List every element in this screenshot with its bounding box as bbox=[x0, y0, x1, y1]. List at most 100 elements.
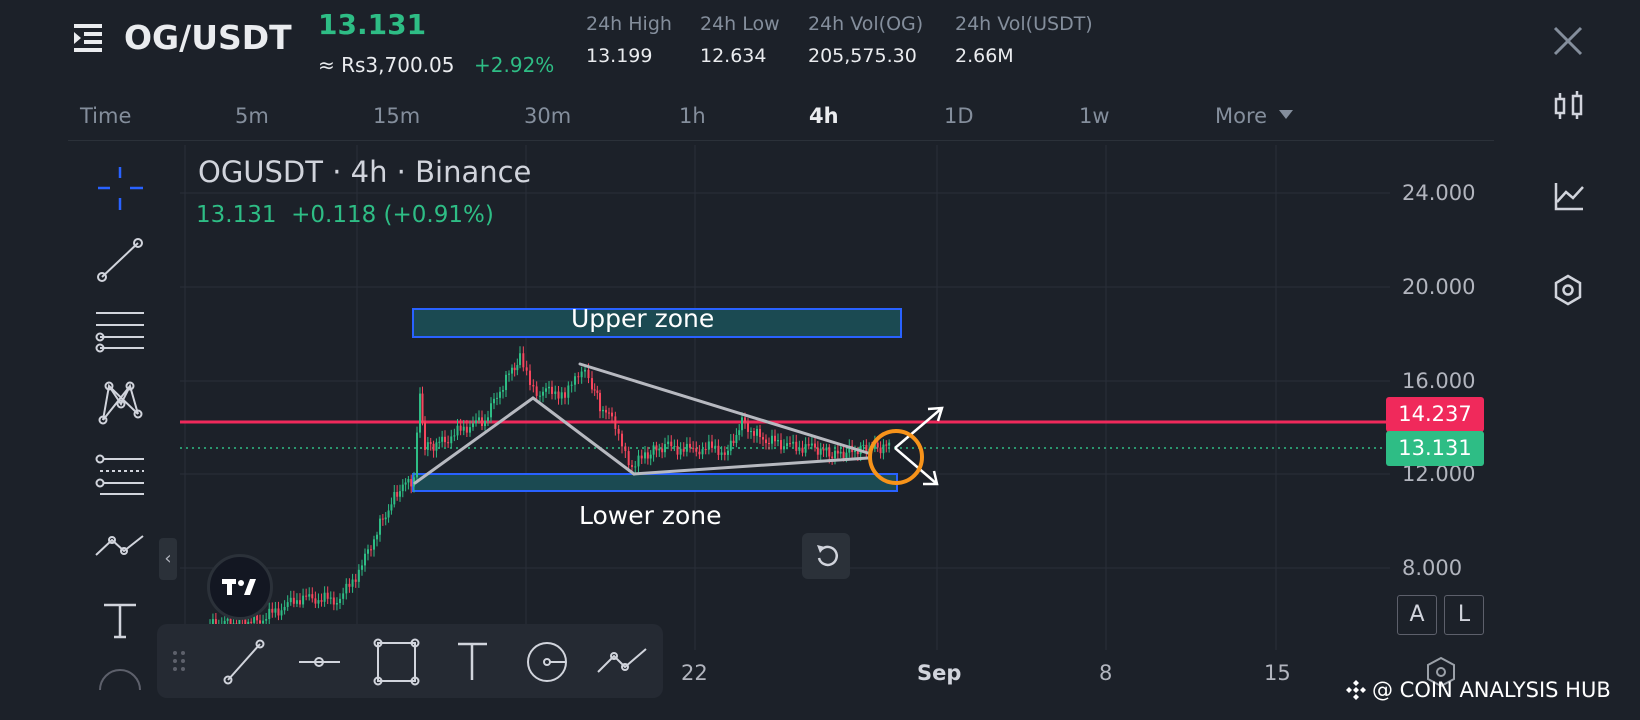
reset-chart-button[interactable] bbox=[802, 533, 850, 579]
tab-time[interactable]: Time bbox=[80, 104, 132, 128]
tool-horizontal-lines[interactable] bbox=[92, 303, 148, 359]
tab-1h[interactable]: 1h bbox=[679, 104, 706, 128]
bottom-tool-text[interactable] bbox=[446, 632, 502, 692]
chevron-down-icon[interactable] bbox=[1279, 110, 1293, 119]
last-price: 13.131 bbox=[318, 8, 427, 41]
tab-5m[interactable]: 5m bbox=[235, 104, 269, 128]
candle-body bbox=[701, 449, 704, 455]
bottom-tool-circle[interactable] bbox=[520, 632, 576, 692]
candle-body bbox=[354, 579, 357, 582]
candle-body bbox=[250, 621, 253, 623]
tab-30m[interactable]: 30m bbox=[524, 104, 572, 128]
auto-scale-button[interactable]: A bbox=[1397, 595, 1437, 635]
tab-15m[interactable]: 15m bbox=[373, 104, 421, 128]
close-button[interactable] bbox=[1546, 20, 1590, 64]
triangle-lines bbox=[413, 362, 870, 485]
tool-crosshair[interactable] bbox=[92, 160, 148, 216]
tab-more[interactable]: More bbox=[1215, 104, 1268, 128]
candle-body bbox=[361, 565, 363, 570]
candle-body bbox=[804, 444, 807, 453]
candle-body bbox=[602, 409, 604, 412]
date-axis-label: Sep bbox=[917, 661, 962, 685]
candle-body bbox=[707, 441, 710, 450]
candle-body bbox=[329, 597, 332, 599]
candle-body bbox=[729, 440, 732, 451]
tab-1d[interactable]: 1D bbox=[944, 104, 974, 128]
candle-body bbox=[605, 409, 607, 413]
chart-type-button[interactable] bbox=[1546, 84, 1590, 128]
candle-body bbox=[637, 455, 640, 467]
candle-body bbox=[774, 435, 776, 442]
candle-body bbox=[320, 600, 323, 602]
bottom-tool-horizontal-ray[interactable] bbox=[290, 632, 346, 692]
text-icon bbox=[458, 642, 487, 680]
candle-body bbox=[496, 397, 498, 399]
candle-body bbox=[447, 442, 450, 444]
tool-fib[interactable] bbox=[92, 448, 148, 504]
candle-body bbox=[873, 442, 876, 449]
candle-body bbox=[387, 510, 390, 518]
candle-body bbox=[689, 443, 691, 448]
tool-pattern[interactable] bbox=[92, 375, 148, 431]
chart-symbol-line: OGUSDT · 4h · Binance bbox=[198, 155, 532, 189]
tradingview-logo bbox=[207, 554, 273, 620]
candle-body bbox=[634, 466, 637, 468]
candle-body bbox=[848, 445, 851, 453]
candle-body bbox=[810, 443, 813, 446]
candle-body bbox=[664, 444, 666, 453]
candle-body bbox=[771, 435, 773, 444]
candle-body bbox=[780, 440, 782, 450]
candle-body bbox=[798, 447, 801, 451]
candle-body bbox=[661, 448, 664, 453]
grid bbox=[180, 145, 1390, 650]
candle-body bbox=[854, 450, 856, 453]
candle-body bbox=[401, 484, 404, 492]
lower-zone-box bbox=[412, 473, 898, 492]
indicators-button[interactable] bbox=[1546, 174, 1590, 218]
bottom-tool-rectangle[interactable] bbox=[369, 632, 425, 692]
candle-body bbox=[735, 435, 738, 443]
watermark-text: @ COIN ANALYSIS HUB bbox=[1372, 678, 1611, 702]
candle-body bbox=[596, 390, 599, 393]
candle-body bbox=[570, 384, 573, 386]
candle-body bbox=[223, 620, 226, 625]
candle-body bbox=[348, 583, 351, 587]
candle-body bbox=[277, 608, 280, 616]
candle-body bbox=[792, 441, 795, 444]
candles bbox=[209, 346, 891, 635]
candle-body bbox=[560, 392, 563, 399]
candle-body bbox=[502, 390, 504, 392]
collapse-toolbar-button[interactable]: ‹ bbox=[159, 538, 177, 580]
candle-body bbox=[670, 441, 673, 447]
candle-body bbox=[611, 412, 613, 417]
tool-text[interactable] bbox=[92, 592, 148, 648]
candle-body bbox=[831, 456, 834, 459]
candle-body bbox=[542, 391, 544, 396]
candle-body bbox=[305, 595, 308, 597]
candle-body bbox=[381, 518, 384, 520]
tool-trend-line[interactable] bbox=[92, 232, 148, 288]
candle-body bbox=[370, 549, 372, 551]
candle-body bbox=[429, 442, 432, 444]
tab-4h[interactable]: 4h bbox=[809, 104, 839, 128]
candle-body bbox=[469, 427, 471, 433]
candle-body bbox=[825, 447, 828, 451]
tool-path[interactable] bbox=[92, 518, 148, 574]
candle-body bbox=[379, 518, 381, 535]
candle-body bbox=[505, 374, 507, 391]
pair-title[interactable]: OG/USDT bbox=[124, 18, 292, 57]
candle-body bbox=[676, 446, 679, 455]
upper-zone-label: Upper zone bbox=[571, 304, 715, 333]
candle-body bbox=[548, 386, 550, 389]
candle-body bbox=[314, 598, 317, 604]
tab-1w[interactable]: 1w bbox=[1079, 104, 1110, 128]
bottom-tool-path[interactable] bbox=[596, 632, 652, 692]
candle-body bbox=[816, 447, 819, 455]
chart-settings-button[interactable] bbox=[1546, 268, 1590, 312]
bottom-tool-trend-line[interactable] bbox=[212, 632, 268, 692]
candle-body bbox=[271, 608, 274, 613]
menu-icon[interactable] bbox=[74, 22, 106, 54]
log-scale-button[interactable]: L bbox=[1444, 595, 1484, 635]
candle-body bbox=[529, 370, 531, 385]
